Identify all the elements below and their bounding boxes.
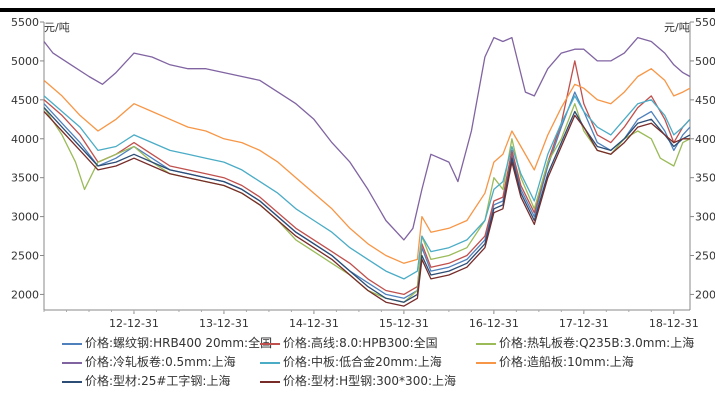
- series-line-5: [43, 95, 691, 280]
- x-tick-label: 18-12-31: [649, 317, 699, 330]
- legend-label: 价格:型材:H型钢:300*300:上海: [283, 374, 457, 388]
- y-tick-label-right: 2000: [695, 288, 715, 301]
- y-tick-label-left: 2000: [11, 288, 39, 301]
- y-tick-label-left: 4000: [11, 133, 39, 146]
- y-unit-left: 元/吨: [44, 21, 70, 34]
- legend-swatch: [260, 380, 280, 383]
- legend-swatch: [476, 361, 496, 364]
- y-unit-right: 元/吨: [664, 21, 690, 34]
- y-tick-label-left: 3000: [11, 211, 39, 224]
- x-tick-label: 13-12-31: [199, 317, 249, 330]
- legend-item: 价格:冷轧板卷:0.5mm:上海: [62, 354, 236, 370]
- legend-swatch: [476, 342, 496, 345]
- series-lines: [43, 36, 691, 307]
- series-line-4: [43, 36, 691, 241]
- legend-label: 价格:螺纹钢:HRB400 20mm:全国: [85, 336, 273, 350]
- y-tick-label-right: 4500: [695, 94, 715, 107]
- legend-swatch: [260, 342, 280, 345]
- x-tick-label: 12-12-31: [109, 317, 159, 330]
- legend-label: 价格:中板:低合金20mm:上海: [283, 355, 442, 369]
- legend-item: 价格:螺纹钢:HRB400 20mm:全国: [62, 335, 272, 351]
- y-tick-label-left: 5500: [11, 16, 39, 29]
- y-tick-label-left: 4500: [11, 94, 39, 107]
- y-tick-label-left: 5000: [11, 55, 39, 68]
- legend-swatch: [62, 380, 82, 383]
- legend-item: 价格:造船板:10mm:上海: [476, 354, 634, 370]
- legend-label: 价格:冷轧板卷:0.5mm:上海: [85, 355, 236, 369]
- y-tick-label-right: 5000: [695, 55, 715, 68]
- x-tick-label: 17-12-31: [559, 317, 609, 330]
- legend-item: 价格:高线:8.0:HPB300:全国: [260, 335, 438, 351]
- y-tick-label-right: 2500: [695, 250, 715, 263]
- y-tick-label-right: 3500: [695, 172, 715, 185]
- y-tick-label-right: 3000: [695, 211, 715, 224]
- legend-swatch: [62, 342, 82, 345]
- series-line-8: [43, 111, 690, 307]
- legend-item: 价格:热轧板卷:Q235B:3.0mm:上海: [476, 335, 694, 351]
- x-tick-label: 16-12-31: [469, 317, 519, 330]
- y-tick-label-right: 4000: [695, 133, 715, 146]
- legend-swatch: [260, 361, 280, 364]
- legend-swatch: [62, 361, 82, 364]
- y-tick-label-left: 3500: [11, 172, 39, 185]
- y-tick-label-left: 2500: [11, 250, 39, 263]
- legend-item: 价格:中板:低合金20mm:上海: [260, 354, 442, 370]
- series-line-7: [43, 107, 691, 303]
- legend-label: 价格:高线:8.0:HPB300:全国: [283, 336, 438, 350]
- axes: [40, 21, 694, 314]
- top-border: [0, 8, 715, 12]
- legend-label: 价格:热轧板卷:Q235B:3.0mm:上海: [499, 336, 695, 350]
- tick-labels: 2000 2000 2500 2500 3000 3000 3500 3500 4000 4000…: [11, 16, 715, 330]
- legend-item: 价格:型材:25#工字钢:上海: [62, 373, 230, 389]
- legend-label: 价格:造船板:10mm:上海: [499, 355, 634, 369]
- x-tick-label: 14-12-31: [289, 317, 339, 330]
- legend-item: 价格:型材:H型钢:300*300:上海: [260, 373, 456, 389]
- y-tick-label-right: 5500: [695, 16, 715, 29]
- legend-label: 价格:型材:25#工字钢:上海: [85, 374, 231, 388]
- series-line-6: [43, 68, 691, 264]
- x-tick-label: 15-12-31: [379, 317, 429, 330]
